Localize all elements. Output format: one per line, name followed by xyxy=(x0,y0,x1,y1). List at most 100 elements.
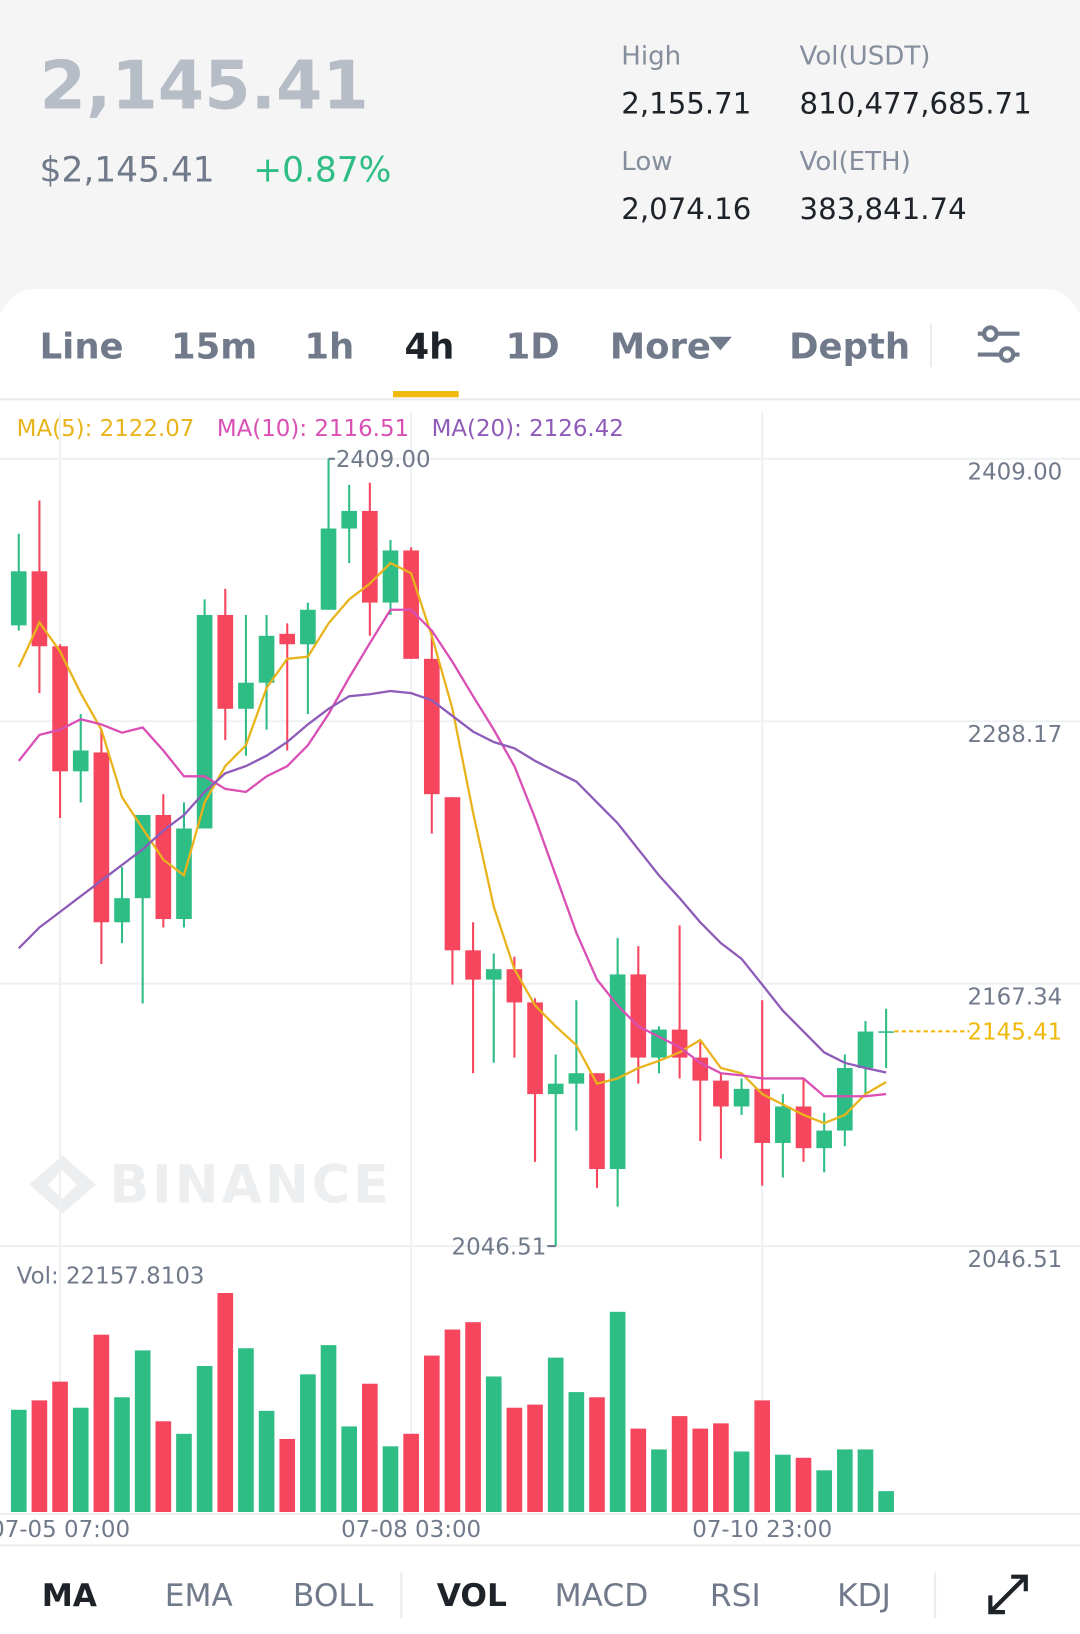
legend-entry: MA(20): 2126.42 xyxy=(432,416,624,442)
stat-value: 810,477,685.71 xyxy=(800,87,1032,121)
stat-label: Low xyxy=(621,147,672,177)
timeframe-tab[interactable]: 15m xyxy=(171,327,257,368)
low-label: 2046.51 xyxy=(452,1234,547,1260)
tab-underline xyxy=(393,391,459,398)
volume-bar xyxy=(31,1400,48,1512)
volume-legend: Vol: 22157.8103 xyxy=(17,1264,205,1290)
candle-body xyxy=(258,635,275,683)
candle-body xyxy=(465,950,481,980)
candle-body xyxy=(713,1080,729,1107)
icon-path xyxy=(988,1574,1028,1615)
candle-body xyxy=(10,571,27,626)
y-tick-label: 2288.17 xyxy=(967,722,1062,748)
candle-body xyxy=(52,646,68,772)
volume-bar xyxy=(176,1433,192,1512)
volume-bar xyxy=(589,1397,605,1512)
indicator-tab[interactable]: BOLL xyxy=(293,1578,374,1614)
chart-layer: BINANCE 2409.00 2288.17 2167.34 2046.51 07-05… xyxy=(0,411,1080,1543)
volume-bar xyxy=(651,1449,667,1512)
y-tick-label: 2409.00 xyxy=(967,460,1062,486)
volume-bar xyxy=(258,1410,275,1512)
volume-bar xyxy=(217,1292,234,1512)
dropdown-arrow xyxy=(708,336,732,351)
candle-body xyxy=(527,1002,543,1095)
stat-value: 2,155.71 xyxy=(621,87,751,121)
y-tick-label: 2167.34 xyxy=(967,985,1062,1011)
volume-bar xyxy=(754,1400,771,1512)
timeframe-tab[interactable]: Line xyxy=(40,327,124,368)
candle-body xyxy=(857,1031,874,1069)
volume-bar xyxy=(238,1348,254,1512)
volume-bar xyxy=(320,1345,337,1512)
timeframe-tab[interactable]: 1D xyxy=(506,327,560,368)
volume-bar xyxy=(671,1416,688,1512)
high-label: 2409.00 xyxy=(336,447,431,473)
candle-body xyxy=(217,614,234,709)
volume-bar xyxy=(733,1451,750,1512)
indicator-tab[interactable]: MA xyxy=(42,1578,98,1614)
volume-bar xyxy=(465,1322,481,1512)
volume-bar xyxy=(362,1383,378,1512)
header-bg xyxy=(0,0,1080,313)
candle-body xyxy=(93,752,110,923)
candle-body xyxy=(651,1029,667,1058)
volume-bar xyxy=(403,1433,419,1512)
candle-body xyxy=(609,974,626,1170)
legend-value: 2116.51 xyxy=(314,416,409,442)
candle-body xyxy=(733,1088,750,1107)
volume-bar xyxy=(816,1470,832,1512)
candle-body xyxy=(568,1073,585,1084)
volume-bar xyxy=(527,1404,543,1512)
candle-body xyxy=(279,633,296,645)
volume-bar xyxy=(341,1426,358,1512)
icon-knob xyxy=(982,325,999,343)
volume-bar xyxy=(279,1438,296,1512)
indicator-tab[interactable]: VOL xyxy=(437,1578,507,1614)
x-tick-label: 07-10 23:00 xyxy=(692,1517,832,1543)
volume-bar xyxy=(93,1334,110,1512)
timeframe-tab[interactable]: 1h xyxy=(304,327,354,368)
x-tick-label: 07-08 03:00 xyxy=(341,1517,481,1543)
volume-bar xyxy=(300,1374,316,1512)
volume-bar xyxy=(423,1355,440,1512)
candle-body xyxy=(403,550,419,659)
timeframe-tab[interactable]: Depth xyxy=(789,327,910,368)
volume-bar xyxy=(795,1457,812,1512)
candle-body xyxy=(238,682,254,709)
watermark: BINANCE xyxy=(109,1155,391,1215)
candle-body xyxy=(72,750,89,772)
volume-bar xyxy=(10,1409,27,1512)
candle-body xyxy=(114,898,130,923)
candle-body xyxy=(547,1083,564,1095)
candle-body xyxy=(837,1068,853,1131)
indicator-tab[interactable]: KDJ xyxy=(837,1578,891,1614)
volume-bar xyxy=(155,1421,172,1512)
timeframe-tab[interactable]: 4h xyxy=(404,327,454,368)
candle-body xyxy=(196,614,213,829)
settings-icon[interactable] xyxy=(977,325,1020,363)
expand-icon[interactable] xyxy=(988,1574,1028,1615)
candle-body xyxy=(485,969,502,980)
candle-body xyxy=(754,1088,771,1143)
legend-name: MA(20): xyxy=(432,416,522,442)
volume-bar xyxy=(485,1376,502,1512)
indicator-tab[interactable]: RSI xyxy=(710,1578,761,1614)
indicator-tab[interactable]: EMA xyxy=(165,1578,234,1614)
candle-body xyxy=(878,1031,894,1033)
indicator-tab[interactable]: MACD xyxy=(555,1578,649,1614)
candle-body xyxy=(589,1073,605,1170)
candle-body xyxy=(155,814,172,920)
volume-bar xyxy=(713,1423,729,1512)
candle-body xyxy=(630,974,647,1058)
legend-entry: MA(10): 2116.51 xyxy=(217,416,409,442)
volume-bar xyxy=(382,1446,399,1512)
usd-price: $2,145.41 xyxy=(40,150,215,190)
volume-bar xyxy=(878,1491,894,1512)
volume-bar xyxy=(609,1311,626,1512)
ma-line xyxy=(17,608,887,1098)
price-change: +0.87% xyxy=(253,150,391,190)
stat-label: Vol(USDT) xyxy=(800,42,931,72)
timeframe-tab[interactable]: More xyxy=(610,327,711,368)
candle-body xyxy=(816,1130,832,1149)
candle-body xyxy=(320,528,337,610)
